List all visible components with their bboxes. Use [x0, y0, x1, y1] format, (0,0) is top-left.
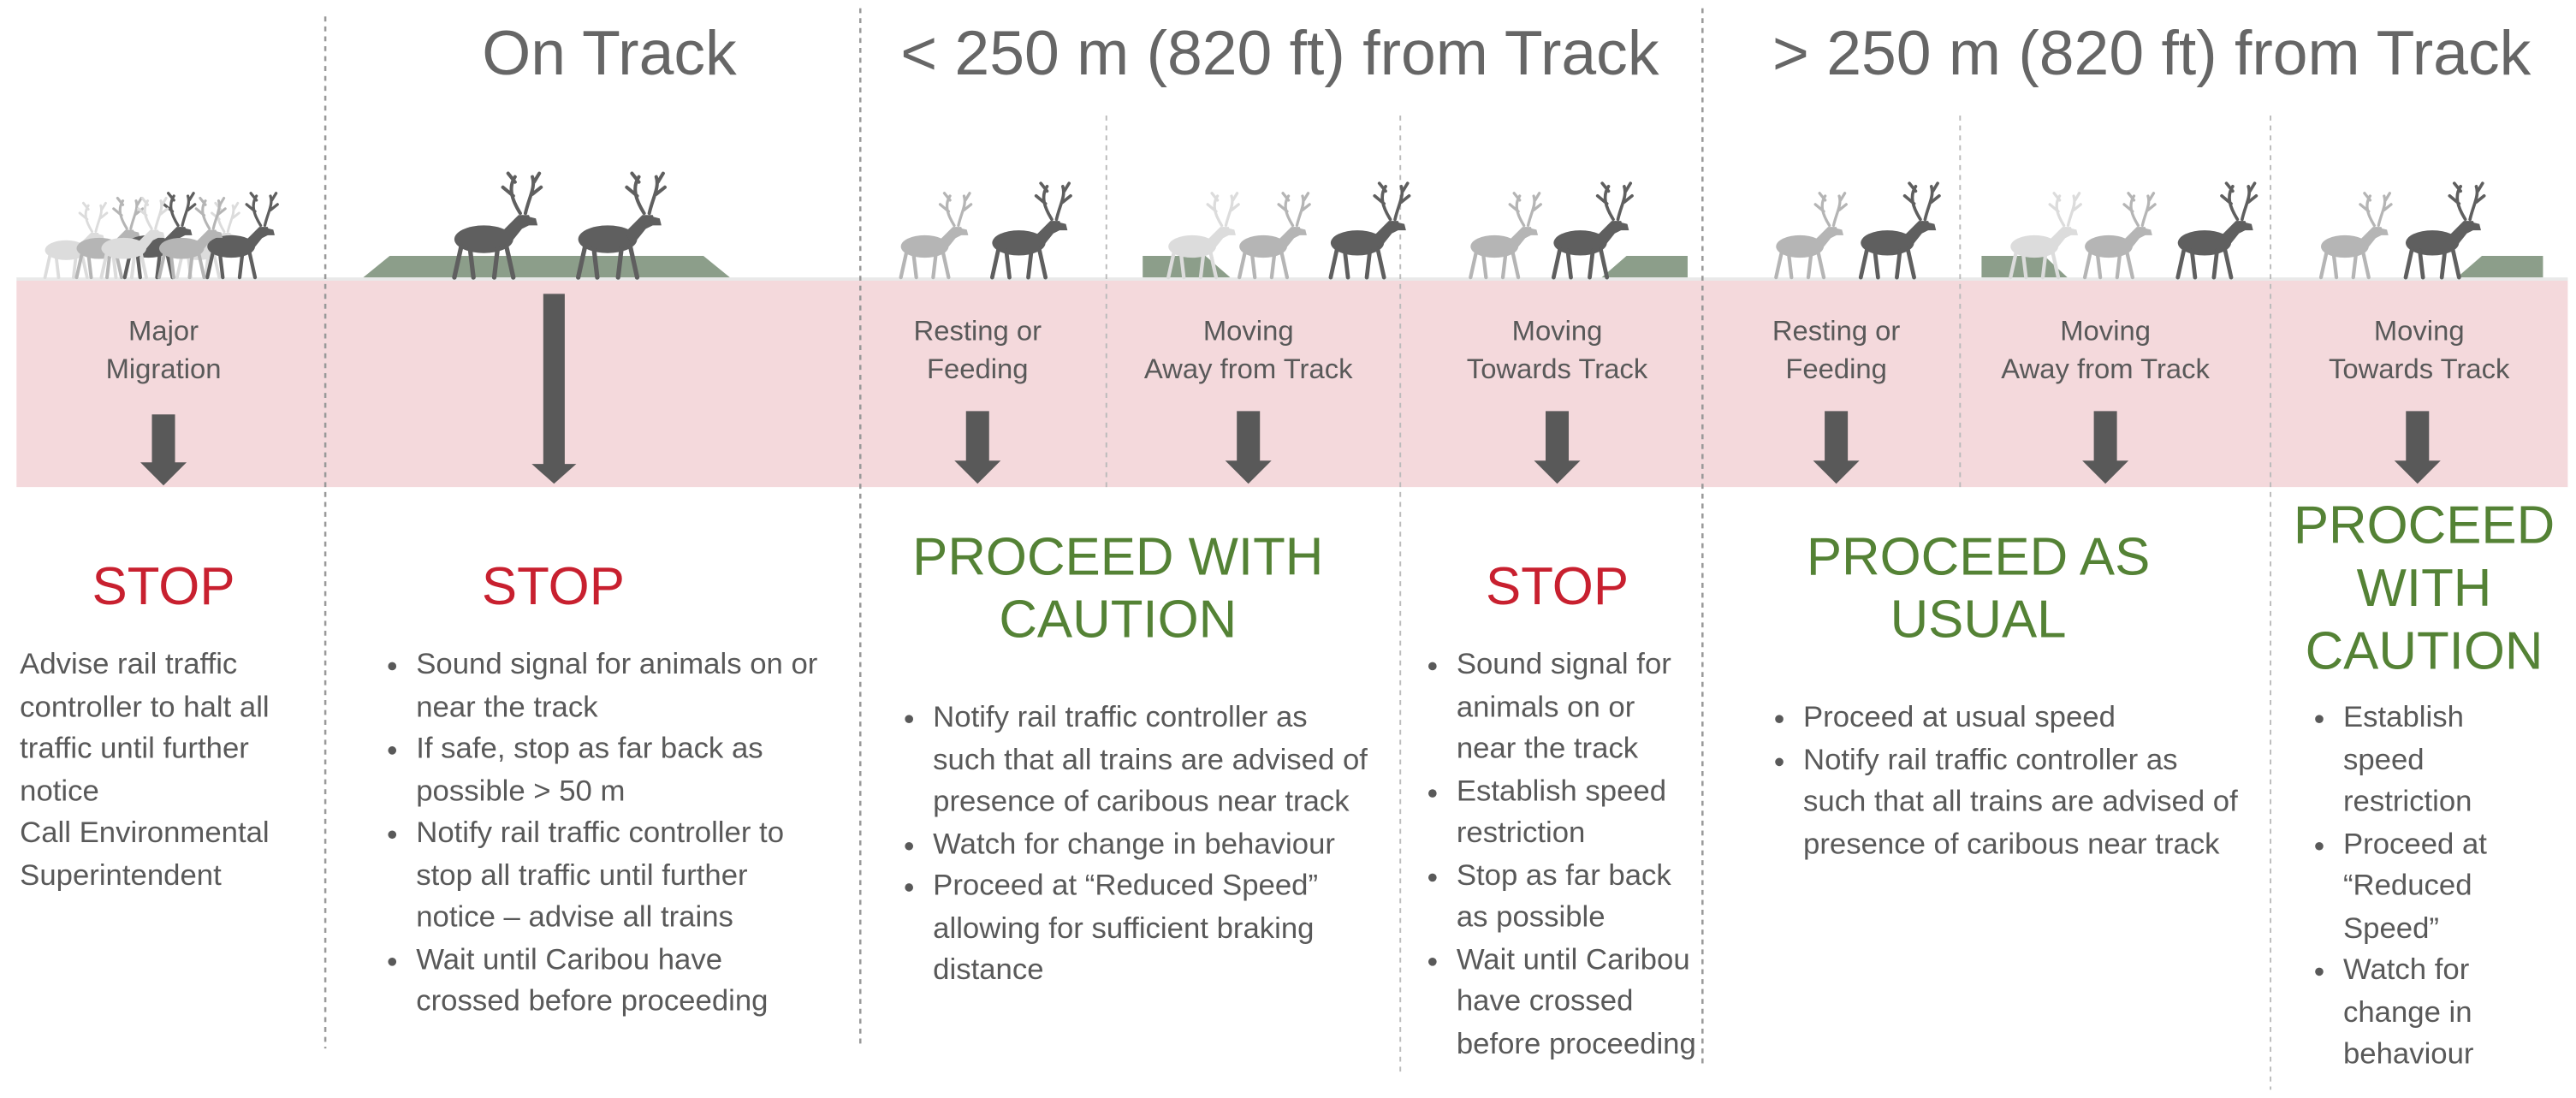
bullet: Watch for change in behaviour: [933, 823, 1372, 865]
action-text: Sound signal for animals on or near the …: [377, 644, 831, 1023]
caribou-icon: [2321, 193, 2391, 277]
situation-line: Feeding: [914, 350, 1042, 388]
action-title-line: STOP: [92, 555, 235, 617]
bullet: Stop as far back as possible: [1457, 854, 1698, 938]
bullet: Wait until Caribou have crossed before p…: [1457, 939, 1698, 1065]
situation-line: Away from Track: [2001, 350, 2210, 388]
page: {"headers": ["On Track", "< 250 m (820 f…: [0, 0, 2576, 1098]
caribou-icon: [992, 183, 1071, 277]
bullet: Establish speed restriction: [1457, 770, 1698, 854]
caribou-icon: [2406, 183, 2484, 277]
bullet: Notify rail traffic controller as such t…: [933, 697, 1372, 823]
column-header: On Track: [482, 20, 736, 91]
situation-label: MovingTowards Track: [2329, 312, 2509, 389]
bullet-list: Notify rail traffic controller as such t…: [893, 697, 1373, 991]
bullet: Proceed at usual speed: [1803, 697, 2242, 739]
situation-line: Towards Track: [1467, 350, 1647, 388]
track-bed: [1602, 256, 1688, 277]
action-title-line: PROCEED: [2294, 494, 2555, 556]
bullet-list: Sound signal for animals on or near the …: [377, 644, 831, 1023]
action-text: Sound signal for animals on or near the …: [1417, 644, 1698, 1065]
situation-line: Moving: [2329, 312, 2509, 350]
column-header: < 250 m (820 ft) from Track: [900, 20, 1659, 91]
bullet: Proceed at “Reduced Speed”: [2343, 823, 2551, 950]
situation-line: Towards Track: [2329, 350, 2509, 388]
action-text: Proceed at usual speedNotify rail traffi…: [1764, 697, 2243, 865]
caribou-icon: [2085, 193, 2155, 277]
situation-line: Resting or: [1772, 312, 1901, 350]
caribou-icon: [2178, 183, 2257, 277]
action-title-line: USUAL: [1807, 588, 2150, 650]
action-title-line: PROCEED WITH: [912, 525, 1323, 588]
caribou-icon: [1776, 193, 1846, 277]
caribou-icon: [1331, 183, 1410, 277]
bullet: Sound signal for animals on or near the …: [416, 644, 830, 727]
bullet: If safe, stop as far back as possible > …: [416, 728, 830, 812]
bullet: Wait until Caribou have crossed before p…: [416, 939, 830, 1023]
action-title-line: CAUTION: [912, 588, 1323, 650]
action-text: Establish speed restrictionProceed at “R…: [2304, 697, 2551, 1076]
situation-line: Away from Track: [1144, 350, 1353, 388]
situation-line: Feeding: [1772, 350, 1901, 388]
situation-line: Major: [106, 312, 222, 350]
track-bed: [363, 256, 729, 277]
bullet-list: Sound signal for animals on or near the …: [1417, 644, 1698, 1065]
action-title-line: STOP: [482, 555, 625, 617]
action-text: Advise rail traffic controller to halt a…: [20, 644, 317, 896]
bullet-list: Establish speed restrictionProceed at “R…: [2304, 697, 2551, 1076]
action-title-line: CAUTION: [2294, 619, 2555, 681]
action-text: Notify rail traffic controller as such t…: [893, 697, 1373, 991]
action-title-line: WITH: [2294, 556, 2555, 619]
bullet: Sound signal for animals on or near the …: [1457, 644, 1698, 770]
action-title: STOP: [92, 555, 235, 617]
track-bed: [2457, 256, 2543, 277]
action-title-line: STOP: [1486, 555, 1629, 617]
action-title: STOP: [1486, 555, 1629, 617]
action-title: STOP: [482, 555, 625, 617]
infographic: On Track < 250 m (820 ft) from Track > 250…: [0, 0, 2576, 1098]
situation-line: Moving: [1144, 312, 1353, 350]
situation-line: Resting or: [914, 312, 1042, 350]
bullet-list: Proceed at usual speedNotify rail traffi…: [1764, 697, 2243, 865]
bullet: Establish speed restriction: [2343, 697, 2551, 823]
column-header: > 250 m (820 ft) from Track: [1772, 20, 2531, 91]
caribou-icon: [1470, 193, 1540, 277]
bullet: Watch for change in behaviour: [2343, 949, 2551, 1076]
caribou-icon: [1239, 193, 1309, 277]
bullet: Notify rail traffic controller as such t…: [1803, 739, 2242, 865]
action-title-line: PROCEED AS: [1807, 525, 2150, 588]
paragraph: Call Environmental Superintendent: [20, 812, 317, 896]
paragraph: Advise rail traffic controller to halt a…: [20, 644, 317, 812]
situation-line: Moving: [2001, 312, 2210, 350]
bullet: Notify rail traffic controller to stop a…: [416, 812, 830, 939]
caribou-icon: [901, 193, 971, 277]
caribou-icon: [1861, 183, 1939, 277]
situation-line: Moving: [1467, 312, 1647, 350]
situation-line: Migration: [106, 350, 222, 388]
bullet: Proceed at “Reduced Speed” allowing for …: [933, 865, 1372, 992]
